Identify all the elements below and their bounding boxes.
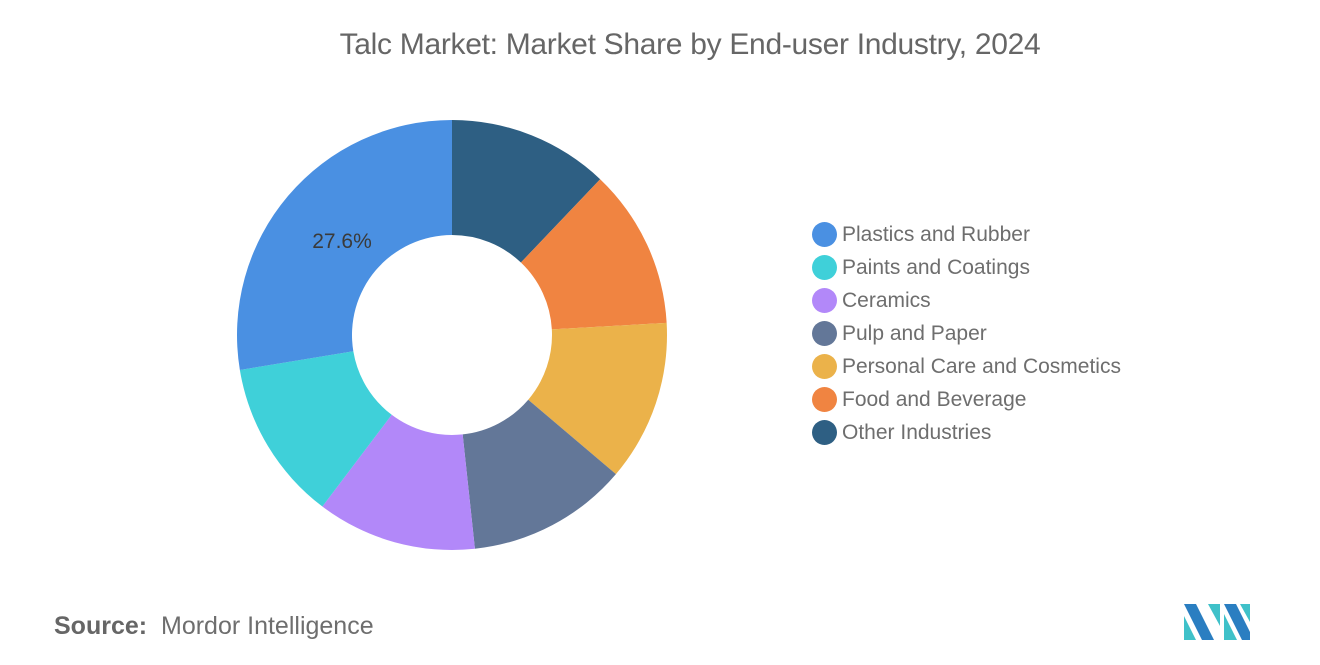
donut-slices xyxy=(236,120,667,550)
legend-swatch-icon xyxy=(812,387,837,412)
legend-label: Ceramics xyxy=(842,288,931,312)
legend-label: Paints and Coatings xyxy=(842,255,1030,279)
legend-swatch-icon xyxy=(812,420,837,445)
source-label: Source: xyxy=(54,612,148,640)
legend-label: Food and Beverage xyxy=(842,387,1027,411)
donut-chart: 27.6% xyxy=(236,120,667,550)
source-note: Source: Mordor Intelligence xyxy=(54,612,374,641)
legend-swatch-icon xyxy=(812,321,837,346)
chart-legend: Plastics and Rubber Paints and Coatings … xyxy=(812,218,1121,449)
legend-item[interactable]: Paints and Coatings xyxy=(812,251,1121,284)
legend-swatch-icon xyxy=(812,222,837,247)
source-value: Mordor Intelligence xyxy=(161,612,374,640)
legend-label: Plastics and Rubber xyxy=(842,222,1030,246)
donut-slice-other-industries[interactable] xyxy=(452,120,601,263)
donut-slice-ceramics[interactable] xyxy=(322,414,475,550)
legend-item[interactable]: Ceramics xyxy=(812,284,1121,317)
data-label-plastics: 27.6% xyxy=(312,230,372,253)
donut-slice-pulp-and-paper[interactable] xyxy=(462,399,616,549)
legend-item[interactable]: Plastics and Rubber xyxy=(812,218,1121,251)
chart-title: Talc Market: Market Share by End-user In… xyxy=(339,28,1041,61)
donut-slice-food-and-beverage[interactable] xyxy=(520,179,667,330)
legend-item[interactable]: Other Industries xyxy=(812,416,1121,449)
legend-label: Pulp and Paper xyxy=(842,321,987,345)
legend-item[interactable]: Personal Care and Cosmetics xyxy=(812,350,1121,383)
legend-swatch-icon xyxy=(812,288,837,313)
legend-label: Other Industries xyxy=(842,420,992,444)
donut-slice-plastics-and-rubber[interactable] xyxy=(236,120,452,370)
legend-item[interactable]: Pulp and Paper xyxy=(812,317,1121,350)
mordor-logo-icon xyxy=(1184,604,1250,640)
legend-item[interactable]: Food and Beverage xyxy=(812,383,1121,416)
donut-slice-personal-care-and-cosmetics[interactable] xyxy=(528,322,667,475)
legend-swatch-icon xyxy=(812,354,837,379)
legend-label: Personal Care and Cosmetics xyxy=(842,354,1121,378)
donut-slice-paints-and-coatings[interactable] xyxy=(239,351,392,507)
legend-swatch-icon xyxy=(812,255,837,280)
